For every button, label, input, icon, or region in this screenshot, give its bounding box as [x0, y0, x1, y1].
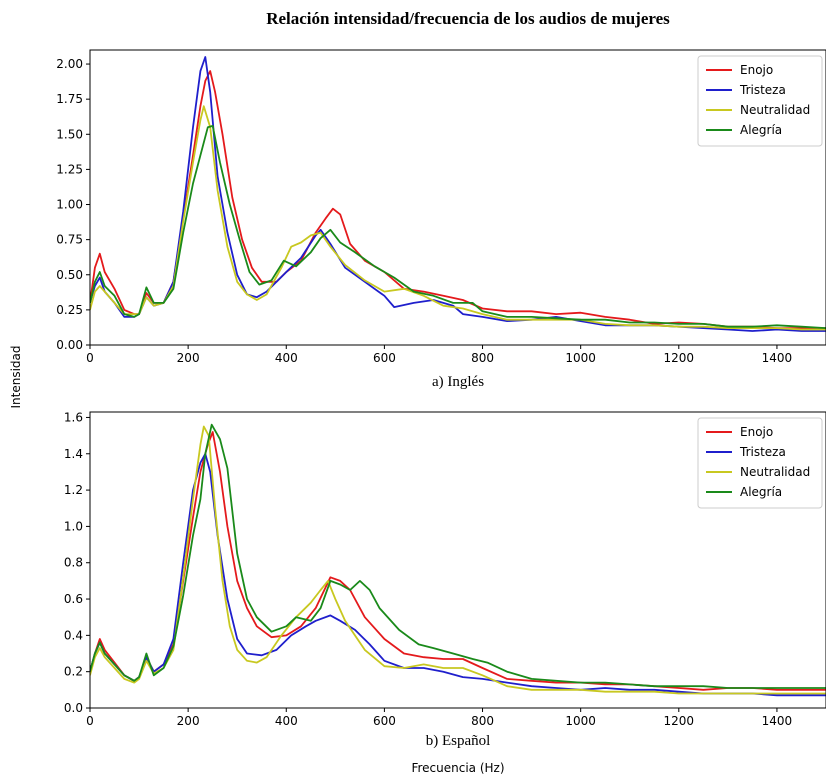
- chart-panel-english: 0 200 400 600 800 1000 1200 1400 0.00 0.25 0.50 0.7…: [56, 49, 826, 390]
- panel-caption: b) Español: [426, 733, 491, 749]
- y-tick-label: 0.25: [56, 303, 83, 317]
- x-tick-label: 1400: [762, 714, 793, 728]
- legend-box: [697, 417, 823, 509]
- x-tick-label: 1200: [664, 714, 695, 728]
- legend-label: Enojo: [740, 63, 773, 77]
- x-tick-label: 1000: [565, 714, 596, 728]
- y-tick-label: 1.50: [56, 127, 83, 141]
- y-tick-label: 0.50: [56, 268, 83, 282]
- x-tick-label: 1200: [664, 351, 695, 365]
- y-tick-label: 0.6: [64, 592, 83, 606]
- y-tick-label: 2.00: [56, 57, 83, 71]
- x-tick-label: 800: [471, 714, 494, 728]
- y-tick-label: 0.0: [64, 701, 83, 715]
- y-tick-label: 1.25: [56, 162, 83, 176]
- y-tick-label: 1.6: [64, 410, 83, 424]
- x-tick-label: 400: [275, 351, 298, 365]
- plot-frame: [89, 411, 826, 709]
- series-line-alegría: [90, 125, 826, 329]
- y-tick-label: 0.75: [56, 233, 83, 247]
- y-tick-label: 0.00: [56, 338, 83, 352]
- figure-title: Relación intensidad/frecuencia de los au…: [266, 9, 670, 28]
- x-tick-label: 200: [177, 714, 200, 728]
- y-tick-label: 1.0: [64, 519, 83, 533]
- x-tick-label: 600: [373, 351, 396, 365]
- legend-label: Neutralidad: [740, 103, 810, 117]
- series-line-neutralidad: [90, 105, 826, 331]
- x-tick-label: 0: [86, 714, 94, 728]
- x-tick-label: 400: [275, 714, 298, 728]
- y-tick-label: 1.2: [64, 483, 83, 497]
- y-tick-label: 0.2: [64, 665, 83, 679]
- y-tick-label: 0.8: [64, 556, 83, 570]
- legend-label: Enojo: [740, 425, 773, 439]
- legend-label: Alegría: [740, 123, 782, 137]
- y-axis-label: Intensidad: [9, 345, 23, 408]
- x-axis-label: Frecuencia (Hz): [411, 761, 504, 775]
- x-tick-label: 1000: [565, 351, 596, 365]
- x-tick-label: 600: [373, 714, 396, 728]
- legend-label: Alegría: [740, 485, 782, 499]
- plot-frame: [89, 49, 826, 346]
- x-tick-label: 800: [471, 351, 494, 365]
- y-tick-label: 1.4: [64, 447, 83, 461]
- x-tick-label: 1400: [762, 351, 793, 365]
- y-tick-label: 1.75: [56, 92, 83, 106]
- legend: Enojo Tristeza Neutralidad Alegría: [697, 55, 823, 147]
- y-tick-label: 0.4: [64, 628, 83, 642]
- chart-panel-spanish: 0 200 400 600 800 1000 1200 1400 0.0 0.2 0.4 0.6 0.8…: [64, 410, 826, 749]
- x-tick-label: 200: [177, 351, 200, 365]
- x-tick-label: 0: [86, 351, 94, 365]
- legend: Enojo Tristeza Neutralidad Alegría: [697, 417, 823, 509]
- legend-label: Neutralidad: [740, 465, 810, 479]
- y-tick-label: 1.00: [56, 198, 83, 212]
- legend-box: [697, 55, 823, 147]
- series-line-alegría: [90, 423, 826, 689]
- legend-label: Tristeza: [739, 445, 786, 459]
- panel-caption: a) Inglés: [432, 374, 484, 390]
- legend-label: Tristeza: [739, 83, 786, 97]
